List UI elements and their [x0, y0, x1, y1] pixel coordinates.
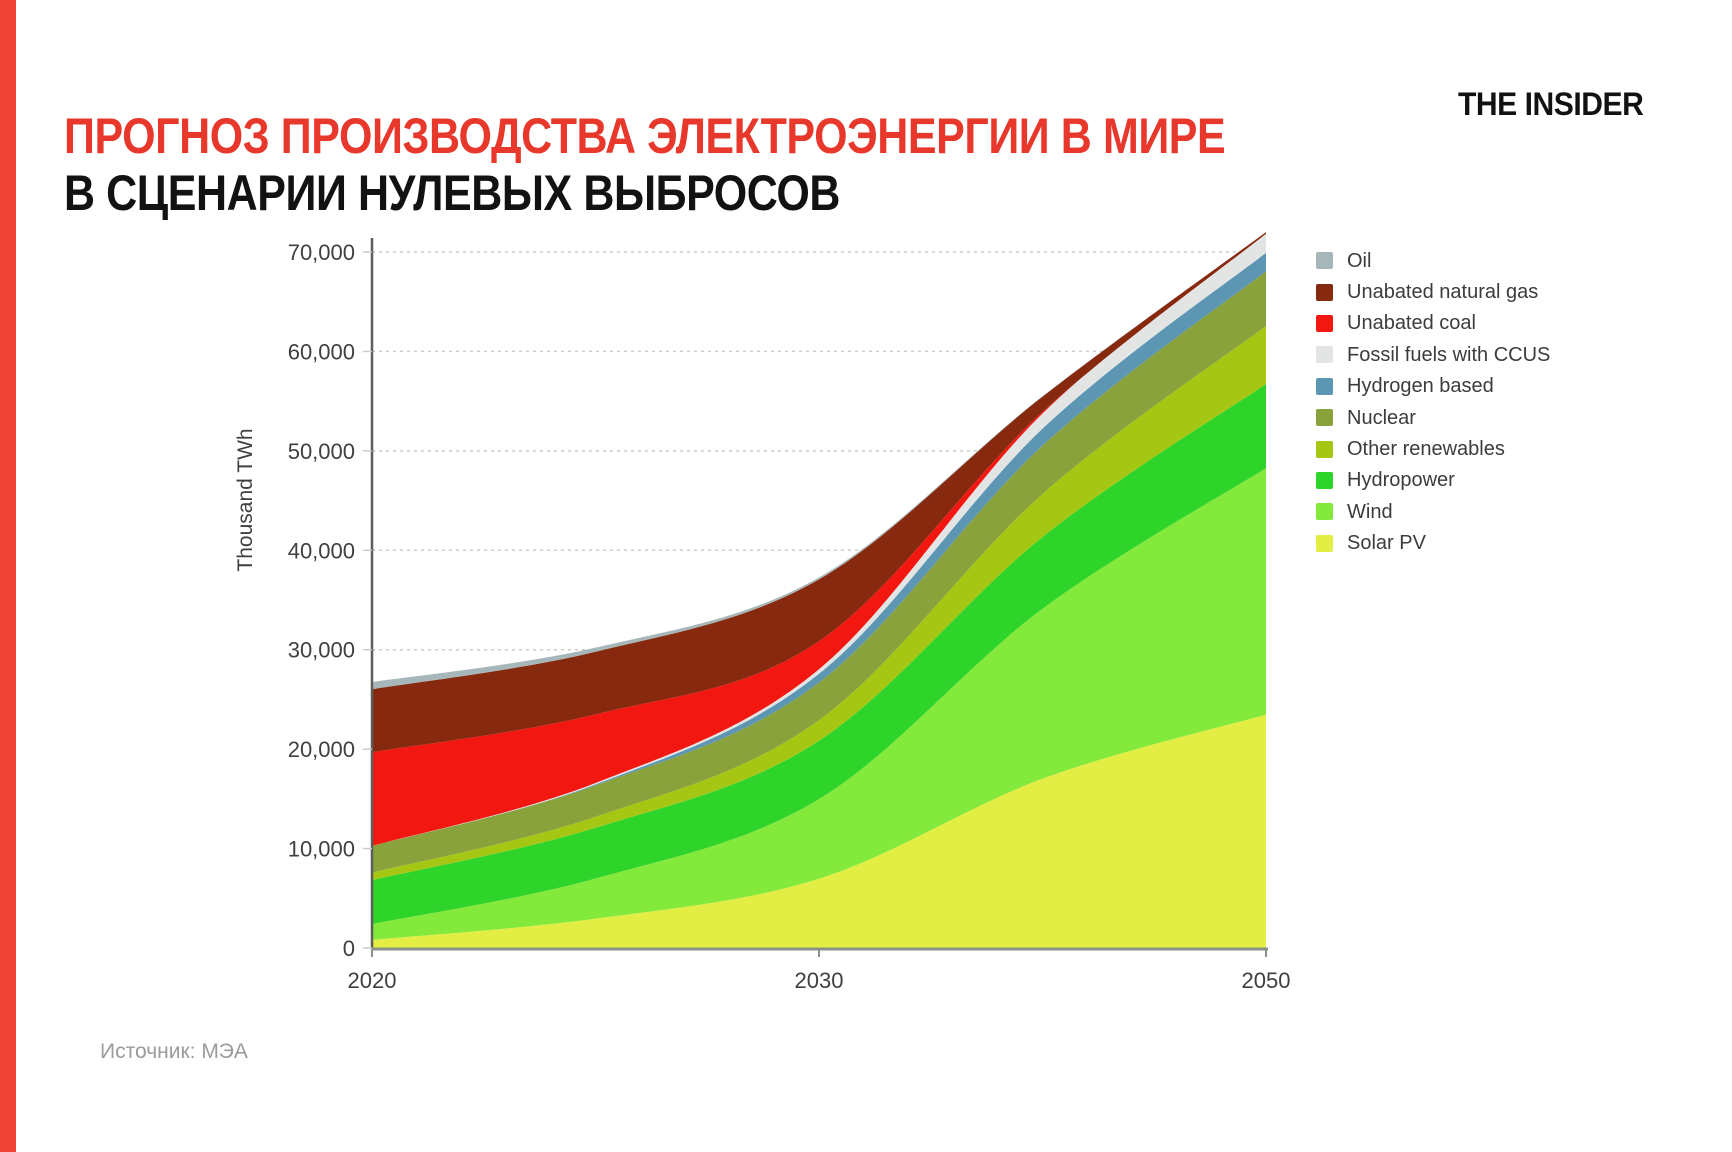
legend-swatch-icon — [1316, 534, 1333, 552]
legend-item: Solar PV — [1316, 528, 1550, 559]
area-hydropower — [372, 384, 1266, 925]
page-title-line1: ПРОГНОЗ ПРОИЗВОДСТВА ЭЛЕКТРОЭНЕРГИИ В МИ… — [64, 107, 1226, 164]
page-title-line2: В СЦЕНАРИИ НУЛЕВЫХ ВЫБРОСОВ — [64, 164, 840, 221]
legend-label: Solar PV — [1347, 532, 1426, 555]
legend-label: Fossil fuels with CCUS — [1347, 343, 1551, 366]
legend-label: Other renewables — [1347, 438, 1505, 461]
x-tick-label: 2050 — [1242, 968, 1291, 993]
legend-item: Hydrogen based — [1316, 371, 1550, 402]
legend-label: Wind — [1347, 500, 1393, 523]
legend-swatch-icon — [1316, 314, 1333, 332]
area-solar-pv — [372, 714, 1266, 948]
legend-item: Wind — [1316, 496, 1550, 527]
legend-swatch-icon — [1316, 283, 1333, 301]
y-tick-label: 20,000 — [288, 737, 355, 762]
source-note: Источник: МЭА — [100, 1040, 248, 1063]
brand-logo: THE INSIDER — [1458, 86, 1644, 122]
y-tick-label: 10,000 — [288, 837, 355, 862]
area-series — [372, 232, 1266, 948]
legend-swatch-icon — [1316, 440, 1333, 458]
legend-label: Oil — [1347, 249, 1372, 272]
y-tick-label: 60,000 — [288, 339, 355, 364]
y-tick-label: 70,000 — [288, 240, 355, 265]
x-tick-label: 2030 — [795, 968, 844, 993]
legend-swatch-icon — [1316, 503, 1333, 521]
legend-swatch-icon — [1316, 409, 1333, 427]
y-axis-title: Thousand TWh — [234, 428, 257, 571]
legend-item: Nuclear — [1316, 402, 1550, 433]
area-unabated-natural-gas — [372, 232, 1266, 753]
legend-label: Hydrogen based — [1347, 375, 1494, 398]
legend-item: Unabated natural gas — [1316, 276, 1550, 307]
legend-swatch-icon — [1316, 377, 1333, 395]
left-accent-bar — [0, 0, 16, 1152]
y-tick-label: 0 — [343, 936, 355, 961]
legend-item: Unabated coal — [1316, 308, 1550, 339]
legend-item: Oil — [1316, 245, 1550, 276]
area-unabated-coal — [372, 233, 1266, 846]
legend-label: Unabated natural gas — [1347, 281, 1539, 304]
legend-label: Hydropower — [1347, 469, 1455, 492]
y-tick-label: 50,000 — [288, 439, 355, 464]
x-tick-label: 2020 — [348, 968, 397, 993]
page-title: ПРОГНОЗ ПРОИЗВОДСТВА ЭЛЕКТРОЭНЕРГИИ В МИ… — [64, 107, 1226, 222]
chart-legend: Oil Unabated natural gas Unabated coal Foss… — [1316, 245, 1550, 559]
legend-item: Hydropower — [1316, 465, 1550, 496]
legend-swatch-icon — [1316, 346, 1333, 364]
y-tick-label: 40,000 — [288, 538, 355, 563]
legend-label: Unabated coal — [1347, 312, 1476, 335]
legend-swatch-icon — [1316, 252, 1333, 270]
legend-item: Other renewables — [1316, 433, 1550, 464]
legend-swatch-icon — [1316, 471, 1333, 489]
legend-item: Fossil fuels with CCUS — [1316, 339, 1550, 370]
legend-label: Nuclear — [1347, 406, 1416, 429]
area-wind — [372, 468, 1266, 940]
y-tick-label: 30,000 — [288, 638, 355, 663]
